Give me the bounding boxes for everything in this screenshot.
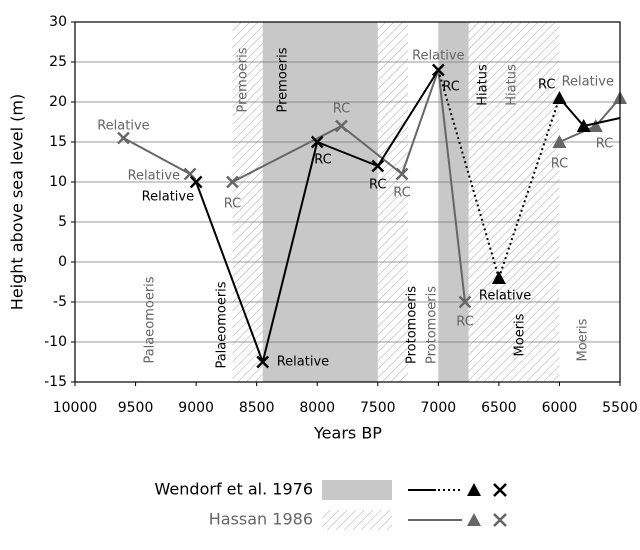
point-label: Relative <box>479 289 531 304</box>
line-segment <box>340 125 403 175</box>
point-label: Relative <box>277 355 329 370</box>
legend-x <box>493 483 507 497</box>
triangle-marker <box>552 135 567 148</box>
point-label: RC <box>369 178 386 193</box>
line-segment <box>401 69 440 175</box>
line-segment <box>195 181 264 363</box>
period-region <box>262 22 378 382</box>
point-label: Relative <box>97 119 149 134</box>
x-tick-label: 7000 <box>421 400 457 416</box>
point-label: RC <box>393 186 410 201</box>
triangle-marker <box>588 119 603 132</box>
point-label: Relative <box>142 190 194 205</box>
point-label: Relative <box>128 169 180 184</box>
x-marker <box>335 119 348 133</box>
period-label: Moeris <box>513 313 528 356</box>
y-tick-label: 15 <box>49 134 67 150</box>
line-segment <box>437 69 500 279</box>
line-segment <box>261 141 319 363</box>
plot-frame <box>74 21 621 383</box>
x-tick-label: 9500 <box>118 400 154 416</box>
legend-triangle <box>467 513 481 526</box>
period-label: Moeris <box>576 318 591 361</box>
point-label: RC <box>442 80 459 95</box>
line-segment <box>122 137 191 175</box>
x-marker <box>431 63 445 77</box>
y-tick-label: 20 <box>49 94 67 110</box>
x-tick-label: 9000 <box>178 400 214 416</box>
y-tick-label: 0 <box>58 254 67 270</box>
period-region <box>468 22 560 382</box>
x-tick-label: 8000 <box>299 400 335 416</box>
period-label: Protomoeris <box>405 286 420 364</box>
x-marker <box>226 175 239 189</box>
legend-swatch <box>322 510 392 530</box>
x-marker <box>117 131 130 145</box>
triangle-marker <box>576 119 591 132</box>
point-label: RC <box>224 197 241 212</box>
x-tick-label: 5500 <box>602 400 638 416</box>
x-marker <box>395 167 409 181</box>
legend-label: Wendorf et al. 1976 <box>155 480 313 499</box>
line-segment <box>583 117 621 127</box>
x-axis-label: Years BP <box>313 424 382 443</box>
line-segment <box>316 141 379 167</box>
x-marker <box>183 167 197 181</box>
line-segment <box>231 125 342 183</box>
point-label: RC <box>314 153 331 168</box>
point-label: RC <box>333 102 350 117</box>
legend-triangle <box>467 483 481 496</box>
legend-x <box>493 513 507 527</box>
legend-swatch <box>322 480 392 500</box>
point-label: RC <box>538 78 555 93</box>
line-segment <box>437 69 466 303</box>
y-tick-label: -15 <box>44 374 67 390</box>
period-label: Premoeris <box>276 47 291 112</box>
point-label: Relative <box>562 75 614 90</box>
x-tick-label: 7500 <box>360 400 396 416</box>
x-tick-label: 10000 <box>53 400 98 416</box>
y-tick-label: 5 <box>58 214 67 230</box>
point-label: Relative <box>412 49 464 64</box>
line-segment <box>497 97 561 279</box>
point-label: RC <box>456 315 473 330</box>
x-marker <box>189 175 203 189</box>
x-marker <box>371 159 385 173</box>
period-label: Hiatus <box>505 64 520 106</box>
y-axis-label: Height above sea level (m) <box>8 94 27 310</box>
period-label: Palaeomoeris <box>215 281 230 368</box>
x-marker <box>458 295 472 309</box>
x-tick-label: 6000 <box>542 400 578 416</box>
x-tick-label: 8500 <box>239 400 275 416</box>
period-label: Protomoeris <box>425 286 440 364</box>
legend-label: Hassan 1986 <box>209 510 313 529</box>
x-marker <box>256 355 270 369</box>
y-tick-label: 30 <box>49 14 67 30</box>
x-marker <box>310 135 324 149</box>
period-label: Premoeris <box>236 47 251 112</box>
x-tick-label: 6500 <box>481 400 517 416</box>
period-label: Palaeomoeris <box>143 276 158 363</box>
y-tick-label: 25 <box>49 54 67 70</box>
point-label: RC <box>596 137 613 152</box>
triangle-marker <box>552 91 567 104</box>
point-label: RC <box>551 157 568 172</box>
line-segment <box>559 125 597 143</box>
y-tick-label: 10 <box>49 174 67 190</box>
period-label: Hiatus <box>476 64 491 106</box>
y-tick-label: -10 <box>44 334 67 350</box>
line-segment <box>376 69 440 167</box>
triangle-marker <box>491 271 506 284</box>
y-tick-label: -5 <box>53 294 67 310</box>
